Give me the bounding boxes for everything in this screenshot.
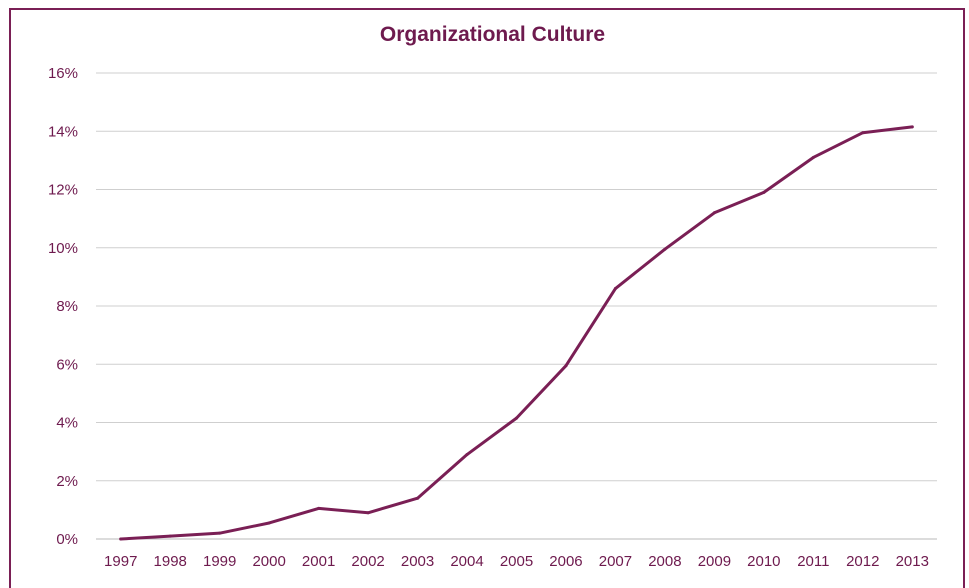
data-point	[861, 131, 865, 135]
y-tick-label: 2%	[56, 473, 78, 490]
data-point	[515, 416, 518, 420]
x-tick-label: 2006	[549, 553, 582, 570]
x-tick-label: 2000	[252, 553, 285, 570]
y-tick-label: 14%	[48, 123, 78, 140]
chart-title: Organizational Culture	[379, 23, 606, 46]
data-point	[712, 211, 716, 215]
x-tick-label: 2005	[500, 553, 533, 570]
x-tick-label: 1998	[154, 553, 187, 570]
x-tick-label: 2007	[599, 553, 632, 570]
y-tick-label: 12%	[48, 182, 78, 199]
chart-frame	[9, 8, 965, 588]
data-point	[416, 496, 420, 500]
y-tick-label: 0%	[56, 531, 78, 548]
data-point	[119, 537, 123, 541]
x-tick-label: 2010	[747, 553, 780, 570]
y-tick-label: 4%	[56, 415, 78, 432]
y-tick-label: 16%	[48, 65, 78, 82]
data-point	[168, 534, 172, 538]
data-point	[465, 453, 469, 457]
y-tick-label: 10%	[48, 240, 78, 257]
x-tick-label: 2003	[401, 553, 434, 570]
data-point	[267, 521, 271, 525]
x-tick-label: 2002	[351, 553, 384, 570]
x-tick-label: 2004	[450, 553, 483, 570]
series-line	[119, 125, 914, 541]
x-tick-label: 2001	[302, 553, 335, 570]
x-tick-label: 2008	[648, 553, 681, 570]
x-tick-label: 2011	[797, 553, 829, 570]
data-point	[317, 506, 321, 510]
data-point	[564, 364, 568, 368]
y-tick-label: 6%	[56, 356, 78, 373]
x-tick-label: 2013	[896, 553, 929, 570]
x-tick-label: 1999	[203, 553, 236, 570]
y-tick-label: 8%	[56, 298, 78, 315]
data-point	[910, 125, 914, 129]
x-tick-label: 1997	[104, 553, 137, 570]
data-point	[811, 155, 815, 159]
data-point	[663, 247, 667, 251]
data-point	[613, 287, 617, 291]
data-point	[762, 190, 766, 194]
x-tick-label: 2009	[698, 553, 731, 570]
x-tick-label: 2012	[846, 553, 879, 570]
data-point	[218, 531, 222, 535]
data-point	[366, 511, 370, 515]
